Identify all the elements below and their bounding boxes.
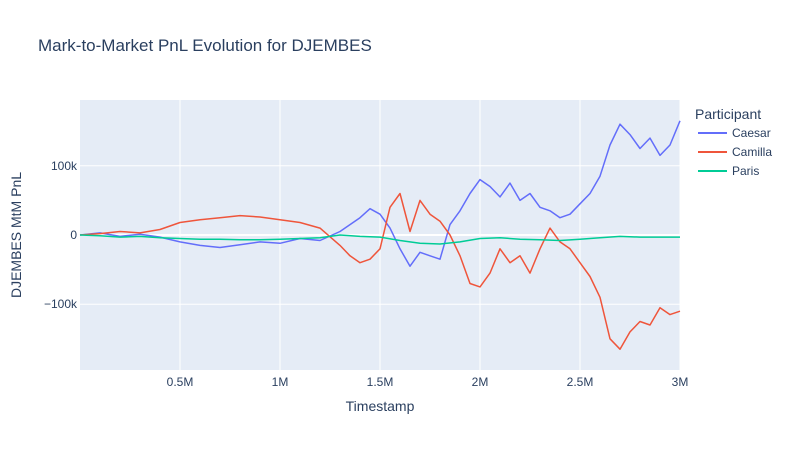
x-tick-label: 1M bbox=[272, 375, 289, 389]
x-tick-label: 0.5M bbox=[167, 375, 194, 389]
x-tick-label: 3M bbox=[672, 375, 689, 389]
y-tick-label: −100k bbox=[44, 297, 78, 311]
y-tick-label: 0 bbox=[70, 228, 77, 242]
x-axis-ticks: 0.5M 1M 1.5M 2M 2.5M 3M bbox=[167, 375, 689, 389]
y-axis-title: DJEMBES MtM PnL bbox=[8, 172, 24, 298]
x-tick-label: 2.5M bbox=[567, 375, 594, 389]
x-tick-label: 1.5M bbox=[367, 375, 394, 389]
series-lines bbox=[79, 120, 681, 350]
legend: Participant Caesar Camilla Paris bbox=[695, 106, 772, 178]
x-axis-title: Timestamp bbox=[346, 398, 415, 414]
y-tick-label: 100k bbox=[51, 159, 78, 173]
legend-item-caesar[interactable]: Caesar bbox=[698, 126, 771, 140]
legend-label: Camilla bbox=[732, 145, 772, 159]
series-line-paris bbox=[79, 234, 680, 245]
legend-title: Participant bbox=[695, 106, 761, 122]
series-line-camilla bbox=[79, 192, 681, 350]
y-axis-ticks: −100k 0 100k bbox=[44, 159, 78, 311]
legend-item-camilla[interactable]: Camilla bbox=[698, 145, 772, 159]
x-tick-label: 2M bbox=[472, 375, 489, 389]
series-line-caesar bbox=[79, 120, 681, 267]
legend-item-paris[interactable]: Paris bbox=[698, 164, 759, 178]
legend-label: Paris bbox=[732, 164, 759, 178]
chart-title: Mark-to-Market PnL Evolution for DJEMBES bbox=[38, 36, 372, 55]
legend-label: Caesar bbox=[732, 126, 771, 140]
